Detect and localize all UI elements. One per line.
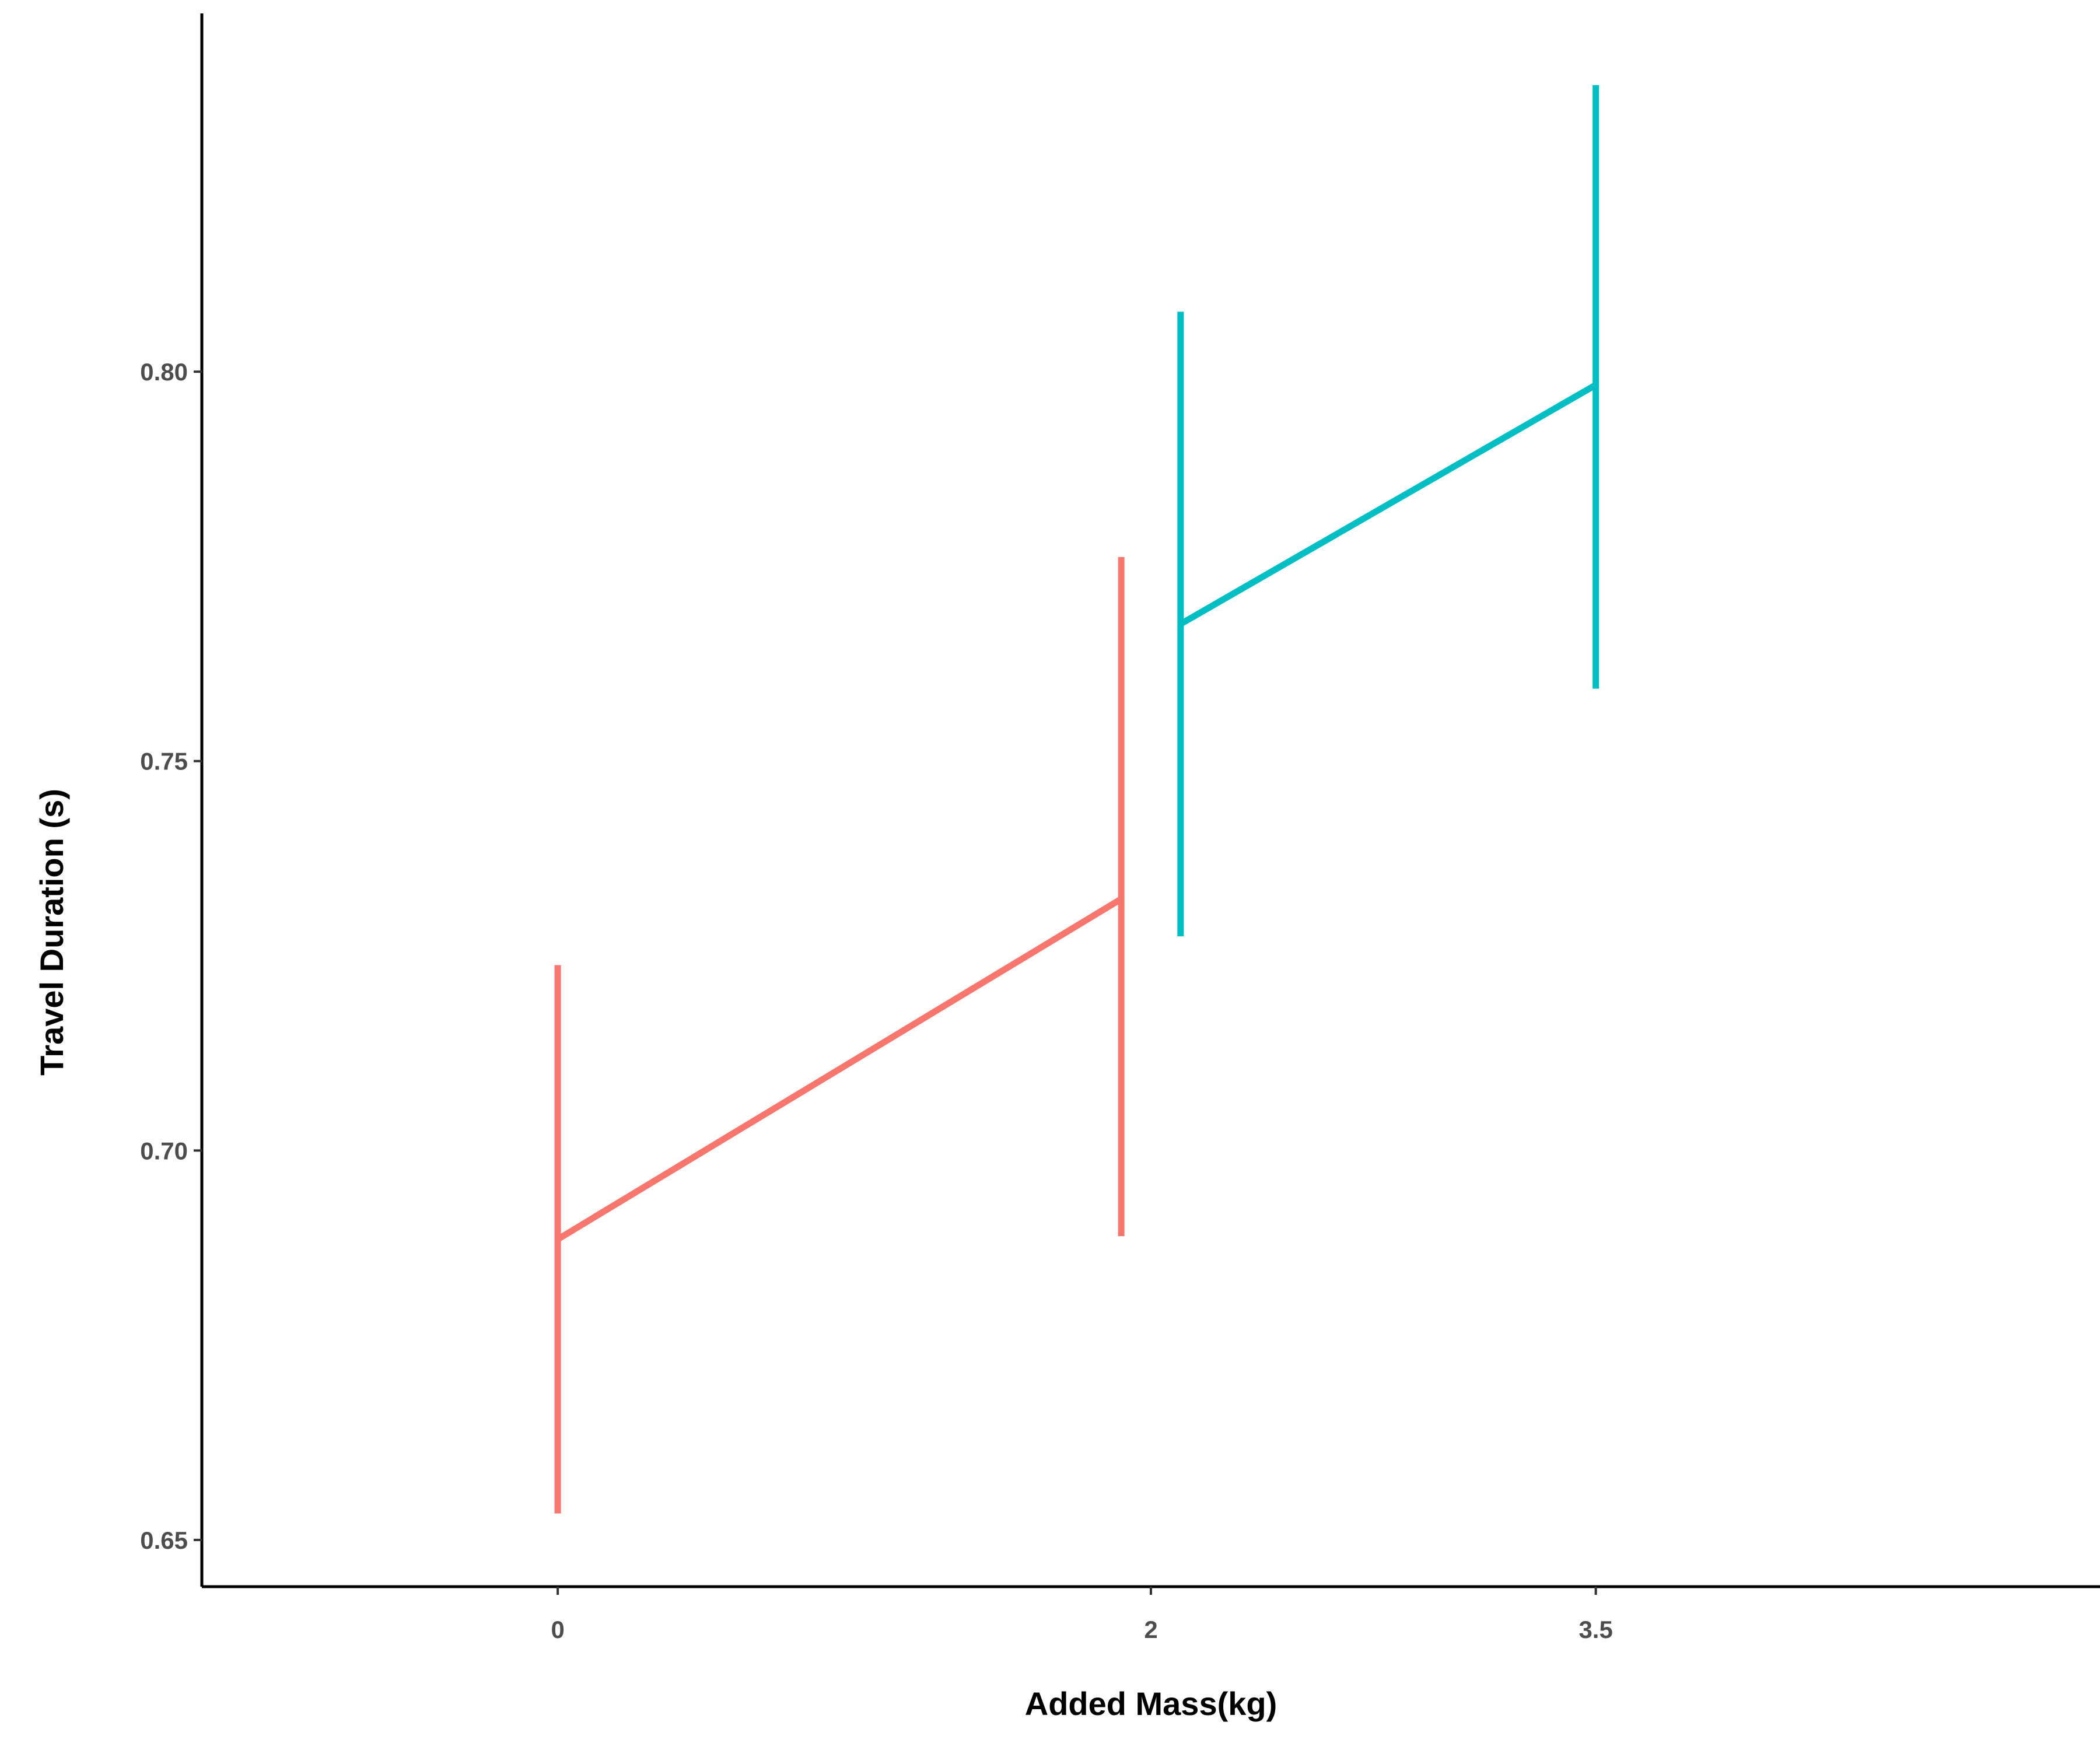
x-tick-label: 0	[551, 1616, 564, 1643]
series-line	[1179, 382, 1598, 627]
x-tick-label: 2	[1144, 1616, 1157, 1643]
series-2	[1177, 85, 1600, 937]
x-axis-title: Added Mass(kg)	[1025, 1685, 1278, 1722]
series-line	[556, 896, 1123, 1242]
y-axis-title: Travel Duration (s)	[33, 789, 70, 1076]
x-axis-ticks: 0 2 3.5	[551, 1587, 1613, 1643]
y-tick-label: 0.80	[140, 358, 188, 386]
y-tick-label: 0.70	[140, 1137, 188, 1164]
series-layer	[554, 85, 1600, 1514]
y-axis-ticks: 0.65 0.70 0.75 0.80	[140, 358, 202, 1554]
series-1	[554, 556, 1125, 1514]
y-tick-label: 0.65	[140, 1527, 188, 1554]
x-tick-label: 3.5	[1578, 1616, 1612, 1643]
y-tick-label: 0.75	[140, 748, 188, 775]
